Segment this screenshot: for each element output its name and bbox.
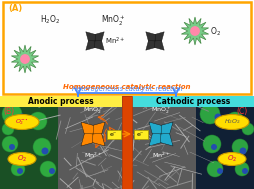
Polygon shape xyxy=(160,122,173,135)
Polygon shape xyxy=(160,133,173,146)
Polygon shape xyxy=(86,40,96,50)
Text: (B): (B) xyxy=(3,107,14,116)
Polygon shape xyxy=(81,122,94,135)
Circle shape xyxy=(242,123,254,135)
Circle shape xyxy=(214,114,221,121)
Polygon shape xyxy=(11,45,39,73)
Circle shape xyxy=(29,112,47,130)
Polygon shape xyxy=(92,122,105,135)
Circle shape xyxy=(217,168,223,174)
Text: $\mathsf{Mn^{2+}}$: $\mathsf{Mn^{2+}}$ xyxy=(105,35,125,47)
Text: $\mathsf{Mn^{2+}}$: $\mathsf{Mn^{2+}}$ xyxy=(152,151,170,160)
Polygon shape xyxy=(181,17,209,45)
FancyBboxPatch shape xyxy=(106,129,120,139)
FancyBboxPatch shape xyxy=(134,129,148,139)
Circle shape xyxy=(235,162,249,176)
Text: $\mathsf{MnO_2^+}$: $\mathsf{MnO_2^+}$ xyxy=(83,106,103,116)
Text: $O_2$: $O_2$ xyxy=(17,154,27,164)
Text: $\mathsf{O_2}$: $\mathsf{O_2}$ xyxy=(210,25,220,37)
FancyBboxPatch shape xyxy=(0,96,122,107)
Text: $O_2^{-\bullet}$: $O_2^{-\bullet}$ xyxy=(15,117,29,127)
Circle shape xyxy=(232,139,248,155)
Circle shape xyxy=(240,147,246,154)
FancyBboxPatch shape xyxy=(3,2,251,94)
Polygon shape xyxy=(92,133,105,146)
Circle shape xyxy=(226,112,244,130)
Circle shape xyxy=(41,147,49,154)
Text: e⁻: e⁻ xyxy=(137,132,144,136)
Text: Anodic process: Anodic process xyxy=(28,97,94,106)
Text: $H_2O_2$: $H_2O_2$ xyxy=(224,118,241,126)
Circle shape xyxy=(191,27,199,35)
Text: (A): (A) xyxy=(8,4,22,13)
Circle shape xyxy=(49,168,55,174)
Ellipse shape xyxy=(218,153,246,166)
Ellipse shape xyxy=(215,115,249,129)
Circle shape xyxy=(200,104,220,124)
Polygon shape xyxy=(94,40,104,50)
Text: $\mathsf{MnO_2^+}$: $\mathsf{MnO_2^+}$ xyxy=(151,106,171,116)
Circle shape xyxy=(211,144,217,150)
Polygon shape xyxy=(94,32,104,42)
Ellipse shape xyxy=(5,115,39,129)
Polygon shape xyxy=(0,96,127,189)
Polygon shape xyxy=(86,32,96,42)
Polygon shape xyxy=(127,96,254,189)
Circle shape xyxy=(33,138,51,156)
Circle shape xyxy=(40,161,56,177)
Text: e⁻: e⁻ xyxy=(110,132,117,136)
Circle shape xyxy=(2,136,18,152)
Circle shape xyxy=(203,135,221,153)
Text: $\mathsf{H_2O_2}$: $\mathsf{H_2O_2}$ xyxy=(40,14,60,26)
Circle shape xyxy=(207,161,223,177)
Ellipse shape xyxy=(8,153,36,166)
Polygon shape xyxy=(154,32,164,42)
Polygon shape xyxy=(58,96,196,189)
Polygon shape xyxy=(154,40,164,50)
FancyBboxPatch shape xyxy=(132,96,254,107)
Text: $O_2$: $O_2$ xyxy=(227,154,237,164)
Text: Cathodic process: Cathodic process xyxy=(156,97,230,106)
Text: Heterogeneous catalytic reaction: Heterogeneous catalytic reaction xyxy=(72,86,182,92)
Polygon shape xyxy=(149,122,162,135)
Circle shape xyxy=(225,121,231,127)
Circle shape xyxy=(2,123,14,135)
Circle shape xyxy=(17,168,23,174)
Text: $\mathsf{MnO_2^+}$: $\mathsf{MnO_2^+}$ xyxy=(101,14,125,28)
Text: (C): (C) xyxy=(237,107,248,116)
Circle shape xyxy=(242,168,248,174)
Polygon shape xyxy=(146,32,155,42)
Circle shape xyxy=(21,55,29,63)
Circle shape xyxy=(27,121,33,127)
Text: $\mathsf{Mn^{2+}}$: $\mathsf{Mn^{2+}}$ xyxy=(84,151,102,160)
Polygon shape xyxy=(122,96,132,189)
Polygon shape xyxy=(146,40,155,50)
Polygon shape xyxy=(81,133,94,146)
Circle shape xyxy=(2,104,22,124)
Circle shape xyxy=(9,144,15,150)
Text: Homogeneous catalytic reaction: Homogeneous catalytic reaction xyxy=(63,84,191,90)
Polygon shape xyxy=(149,133,162,146)
Circle shape xyxy=(19,114,25,121)
Circle shape xyxy=(11,162,25,176)
